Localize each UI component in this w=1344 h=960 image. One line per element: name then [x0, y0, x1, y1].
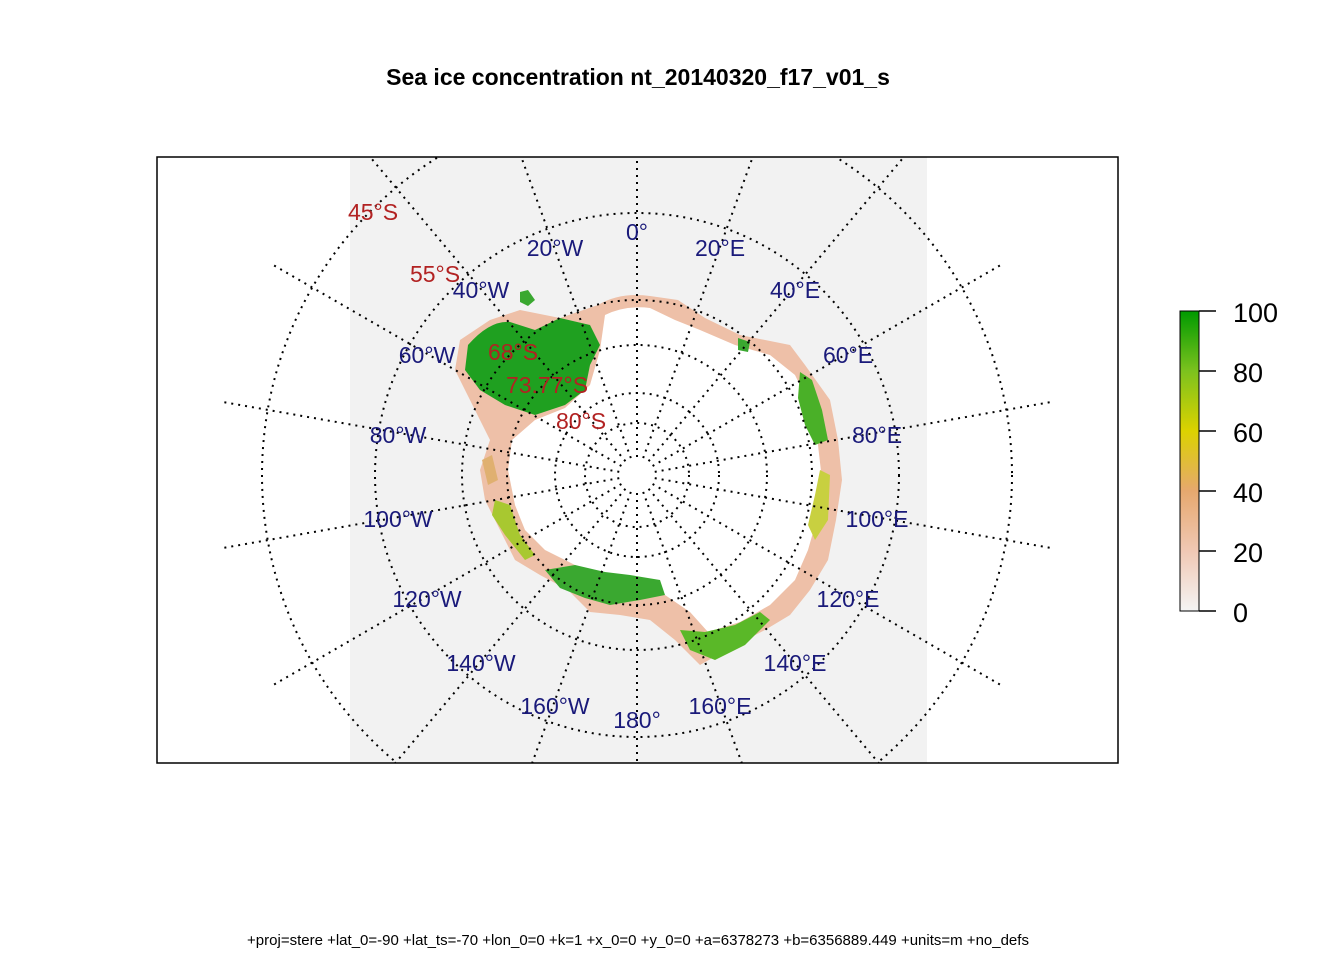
latitude-circle — [374, 212, 900, 738]
lon-label-160w: 160°W — [520, 693, 590, 719]
lat-label-55s: 55°S — [410, 261, 460, 287]
graticule-overlay — [223, 157, 1051, 763]
lon-label-80w: 80°W — [370, 422, 427, 448]
lon-label-80e: 80°E — [852, 422, 902, 448]
map-title: Sea ice concentration nt_20140320_f17_v0… — [386, 64, 890, 90]
latitude-circle — [461, 299, 813, 651]
antarctica-land — [508, 307, 822, 632]
latitude-circle — [261, 157, 1013, 763]
lat-label-80s: 80°S — [556, 408, 606, 434]
lon-label-120w: 120°W — [392, 586, 462, 612]
plot-frame — [156, 156, 1119, 764]
lon-label-0: 0° — [626, 219, 648, 245]
lon-label-100e: 100°E — [846, 506, 909, 532]
legend-tick-0: 0 — [1233, 598, 1248, 628]
legend-tick-80: 80 — [1233, 358, 1263, 388]
lon-label-20w: 20°W — [527, 235, 584, 261]
lon-label-40e: 40°E — [770, 277, 820, 303]
east-ice-2 — [738, 338, 750, 352]
lon-label-140e: 140°E — [764, 650, 827, 676]
south-ice-1 — [545, 565, 665, 605]
sea-ice-field — [455, 290, 842, 665]
lat-label-45s: 45°S — [348, 199, 398, 225]
weddell-ice-edge — [520, 290, 535, 306]
lat-label-68s: 68°S — [488, 339, 538, 365]
lon-label-40w: 40°W — [453, 277, 510, 303]
colorbar — [1179, 310, 1200, 612]
east-ice-3 — [808, 470, 830, 540]
lon-label-120e: 120°E — [817, 586, 880, 612]
lon-label-60e: 60°E — [823, 342, 873, 368]
south-ice-2 — [680, 612, 770, 660]
west-ice-1 — [492, 500, 535, 560]
east-ice-1 — [798, 372, 828, 445]
colorbar-ticks — [1199, 310, 1216, 612]
legend-tick-40: 40 — [1233, 478, 1263, 508]
colorbar-legend: 0 20 40 60 80 100 — [1179, 298, 1278, 628]
lat-label-7377s: 73.77°S — [506, 372, 588, 398]
legend-tick-100: 100 — [1233, 298, 1278, 328]
latitude-circle — [584, 422, 690, 528]
lon-label-100w: 100°W — [363, 506, 433, 532]
lon-label-20e: 20°E — [695, 235, 745, 261]
lon-label-140w: 140°W — [446, 650, 516, 676]
lon-label-180: 180° — [613, 707, 661, 733]
legend-tick-60: 60 — [1233, 418, 1263, 448]
projection-string: +proj=stere +lat_0=-90 +lat_ts=-70 +lon_… — [247, 932, 1029, 949]
lon-label-60w: 60°W — [399, 342, 456, 368]
west-ice-2 — [482, 455, 498, 485]
lon-label-160e: 160°E — [689, 693, 752, 719]
legend-tick-20: 20 — [1233, 538, 1263, 568]
